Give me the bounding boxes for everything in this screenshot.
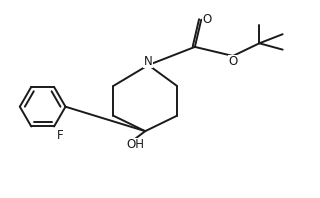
Text: O: O bbox=[228, 55, 237, 68]
Text: N: N bbox=[144, 55, 153, 68]
Text: OH: OH bbox=[126, 138, 144, 151]
Text: O: O bbox=[202, 13, 212, 26]
Text: F: F bbox=[57, 129, 63, 142]
